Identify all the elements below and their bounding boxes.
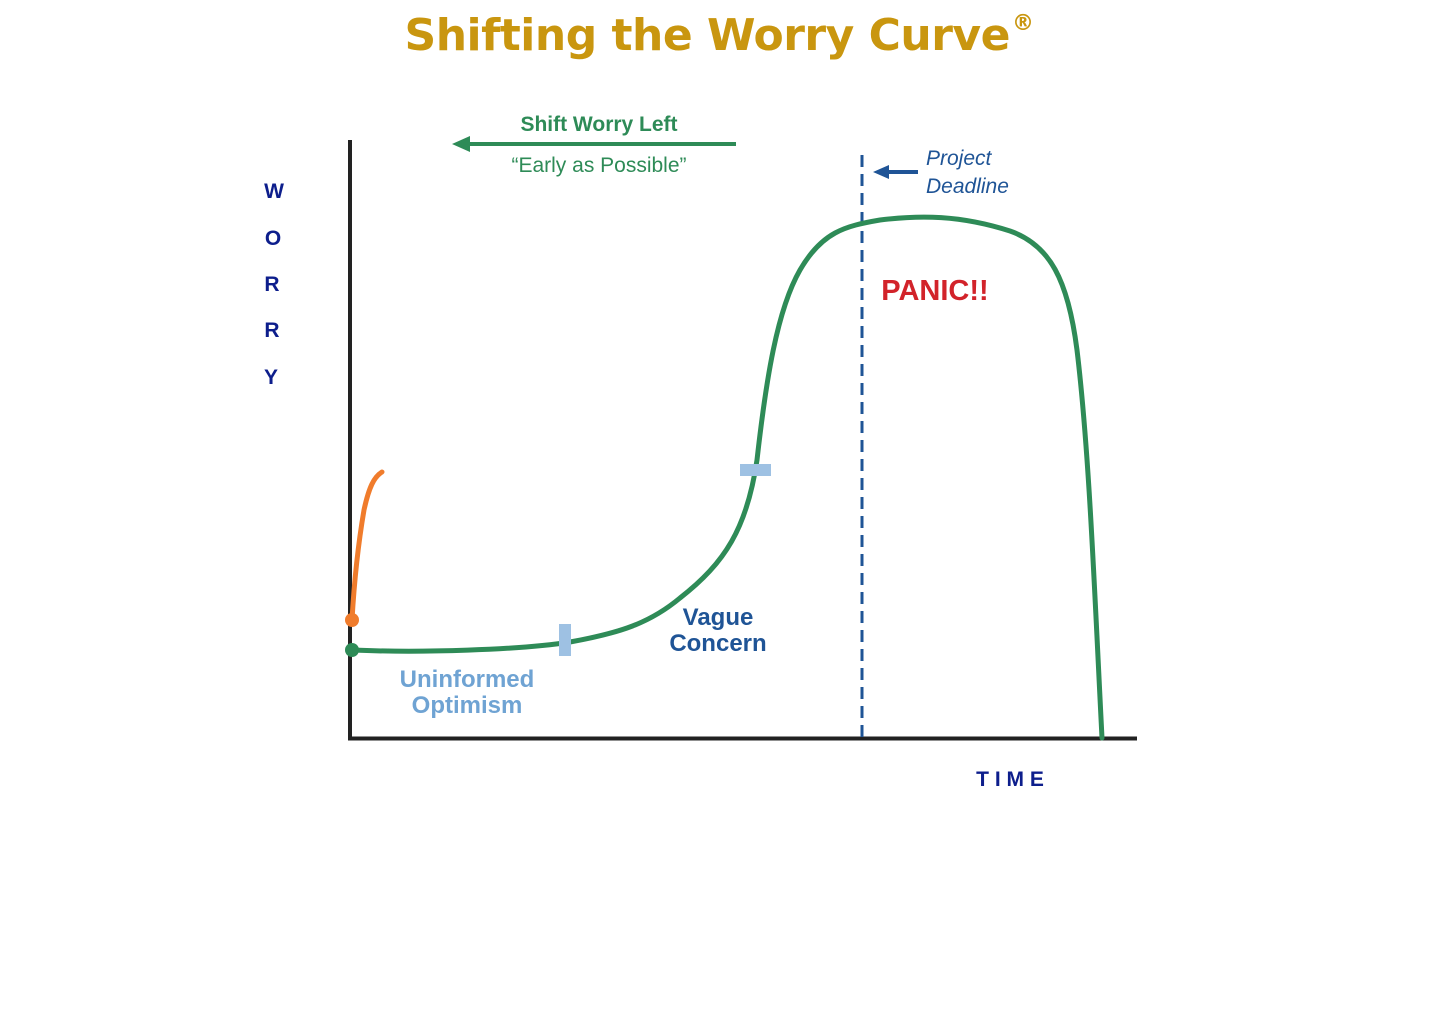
diagram-title: Shifting the Worry Curve® [0,10,1438,61]
x-axis-label: T I M E [976,768,1044,791]
registered-mark: ® [1011,11,1034,36]
deadline-label-line1: Project [926,147,993,170]
y-axis-letter-y: Y [264,366,278,389]
uninformed-optimism-label-line1: Uninformed [400,666,535,693]
y-axis-letter-r2: R [264,319,279,342]
title-text: Shifting the Worry Curve [404,10,1011,61]
early-as-possible-label: “Early as Possible” [511,154,686,177]
panic-label: PANIC!! [881,275,988,307]
shift-left-arrowhead [452,136,470,152]
worry-curve [349,214,1105,741]
y-axis-letter-w: W [264,180,284,203]
vague-concern-label-line2: Concern [669,630,766,657]
uninformed-optimism-label-line2: Optimism [412,692,523,719]
shift-worry-left-label: Shift Worry Left [520,113,677,136]
early-worry-start-point [345,613,359,627]
y-axis-letter-r1: R [264,273,279,296]
deadline-arrowhead [873,165,889,179]
early-worry-curve [349,469,385,623]
y-axis-letter-o: O [265,227,281,250]
worry-curve-start-point [345,643,359,657]
vague-concern-label-line1: Vague [683,604,754,631]
deadline-label-line2: Deadline [926,175,1009,198]
phase-marker-vague-panic [740,464,771,476]
phase-marker-optimism-vague [559,624,571,656]
